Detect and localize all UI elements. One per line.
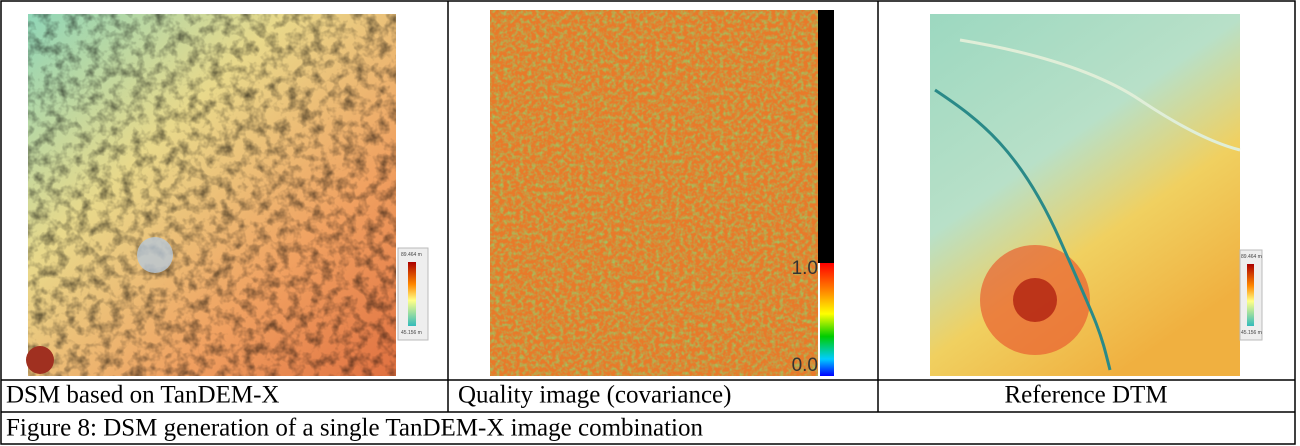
caption: Reference DTM [1004,382,1167,409]
legend-min: 45.156 m [1241,330,1262,336]
scale-min: 0.0 [792,355,818,376]
caption: DSM based on TanDEM-X [6,382,279,409]
dsm-image: 89.464 m 45.156 m [26,14,429,376]
caption: Quality image (covariance) [458,382,731,409]
legend-min: 45.156 m [401,330,422,336]
legend-max: 89.464 m [1241,254,1262,260]
quality-image: 1.0 0.0 [490,10,834,376]
scale-max: 1.0 [792,258,818,279]
figure-caption: Figure 8: DSM generation of a single Tan… [6,415,703,442]
legend-max: 89.464 m [401,252,422,258]
dtm-image: 89.464 m 45.156 m [930,14,1263,376]
